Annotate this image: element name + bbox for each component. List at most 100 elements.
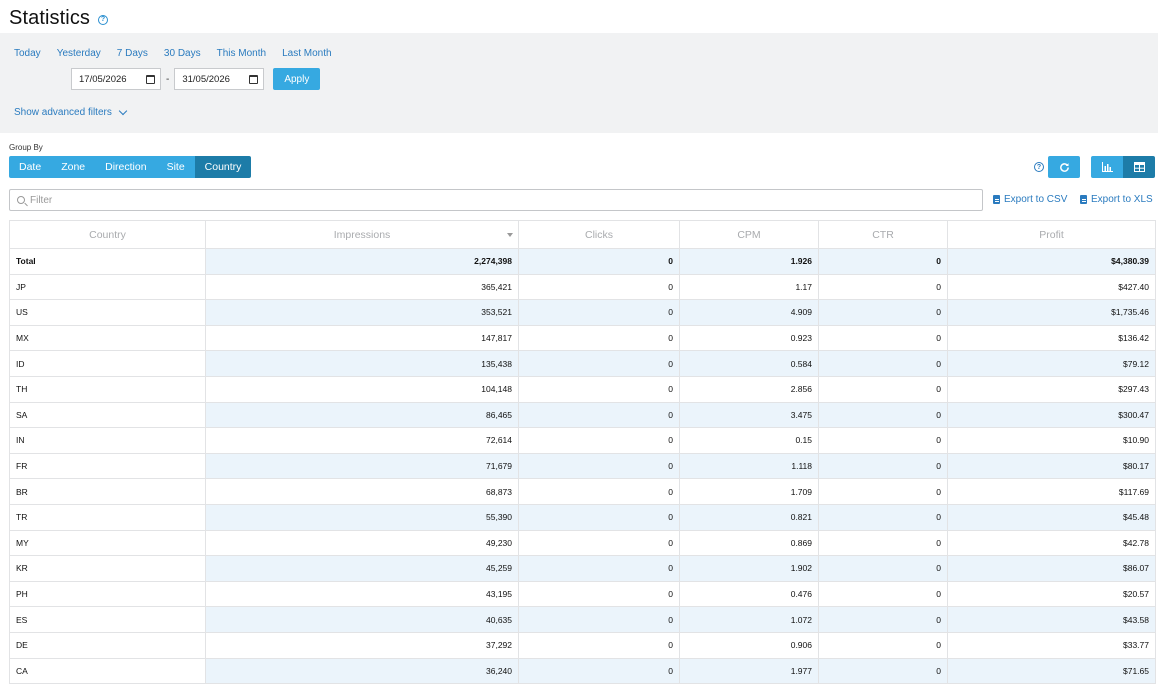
country-cell: CA (9, 657, 206, 684)
export-xls-link[interactable]: Export to XLS (1080, 194, 1153, 205)
file-icon (993, 195, 1000, 204)
chart-view-button[interactable] (1091, 156, 1123, 178)
tab-date[interactable]: Date (9, 156, 52, 178)
table-view-button[interactable] (1123, 156, 1155, 178)
table-tools: ? (1034, 156, 1155, 178)
range-yesterday-link[interactable]: Yesterday (56, 48, 101, 59)
quick-range-links: Today Yesterday 7 Days 30 Days This Mont… (14, 48, 348, 59)
clicks-cell: 0 (518, 503, 680, 531)
ctr-cell: 0 (818, 452, 948, 480)
question-circle-icon[interactable]: ? (98, 14, 109, 25)
cpm-cell: 0.923 (679, 324, 819, 352)
refresh-icon (1059, 162, 1069, 172)
tab-site[interactable]: Site (156, 156, 195, 178)
date-from-input[interactable]: 17/05/2026 (71, 68, 161, 90)
export-csv-link[interactable]: Export to CSV (993, 194, 1067, 205)
cpm-cell: 0.906 (679, 631, 819, 659)
clicks-cell: 0 (518, 401, 680, 429)
clicks-cell: 0 (518, 324, 680, 352)
column-header-ctr[interactable]: CTR (818, 220, 948, 249)
ctr-cell: 0 (818, 350, 948, 377)
column-header-profit[interactable]: Profit (947, 220, 1156, 249)
column-header-country[interactable]: Country (9, 220, 206, 249)
refresh-button[interactable] (1048, 156, 1080, 178)
column-header-impressions[interactable]: Impressions (205, 220, 519, 249)
ctr-cell: 0 (818, 478, 948, 505)
range-30-days-link[interactable]: 30 Days (163, 48, 201, 59)
ctr-cell: 0 (818, 324, 948, 352)
clicks-cell: 0 (518, 529, 680, 557)
clicks-cell: 0 (518, 478, 680, 505)
table-row: TH 104,148 0 2.856 0 $297.43 (9, 375, 1156, 403)
range-last-month-link[interactable]: Last Month (282, 48, 332, 59)
tab-country[interactable]: Country (194, 156, 252, 178)
calendar-icon[interactable] (146, 74, 155, 84)
table-row: TR 55,390 0 0.821 0 $45.48 (9, 503, 1156, 531)
profit-cell: $300.47 (947, 401, 1156, 429)
table-row: MY 49,230 0 0.869 0 $42.78 (9, 529, 1156, 557)
country-cell: Total (9, 248, 206, 275)
filter-box[interactable] (9, 189, 983, 211)
range-today-link[interactable]: Today (14, 48, 41, 59)
impressions-cell: 353,521 (205, 299, 519, 326)
table-row: IN 72,614 0 0.15 0 $10.90 (9, 427, 1156, 454)
column-header-impressions-label: Impressions (333, 228, 391, 241)
cpm-cell: 0.584 (679, 350, 819, 377)
ctr-cell: 0 (818, 273, 948, 301)
ctr-cell: 0 (818, 427, 948, 454)
clicks-cell: 0 (518, 248, 680, 275)
impressions-cell: 40,635 (205, 606, 519, 633)
profit-cell: $80.17 (947, 452, 1156, 480)
sort-desc-icon (507, 233, 513, 237)
range-this-month-link[interactable]: This Month (216, 48, 267, 59)
table-row: DE 37,292 0 0.906 0 $33.77 (9, 631, 1156, 659)
tab-zone[interactable]: Zone (51, 156, 96, 178)
table-body: Total 2,274,398 0 1.926 0 $4,380.39 JP 365,421 0… (9, 248, 1156, 684)
country-cell: MY (9, 529, 206, 557)
country-cell: BR (9, 478, 206, 505)
view-toggle (1091, 156, 1155, 178)
country-cell: KR (9, 555, 206, 582)
advanced-filters-toggle[interactable]: Show advanced filters (14, 106, 128, 118)
cpm-cell: 2.856 (679, 375, 819, 403)
question-circle-icon[interactable]: ? (1034, 162, 1044, 172)
profit-cell: $79.12 (947, 350, 1156, 377)
ctr-cell: 0 (818, 503, 948, 531)
impressions-cell: 86,465 (205, 401, 519, 429)
stats-table: Country Impressions Clicks CPM CTR Profi… (9, 220, 1156, 684)
clicks-cell: 0 (518, 657, 680, 684)
date-to-input[interactable]: 31/05/2026 (174, 68, 265, 90)
impressions-cell: 49,230 (205, 529, 519, 557)
ctr-cell: 0 (818, 657, 948, 684)
impressions-cell: 365,421 (205, 273, 519, 301)
table-row: JP 365,421 0 1.17 0 $427.40 (9, 273, 1156, 301)
impressions-cell: 68,873 (205, 478, 519, 505)
clicks-cell: 0 (518, 350, 680, 377)
country-cell: PH (9, 580, 206, 608)
column-header-clicks[interactable]: Clicks (518, 220, 680, 249)
profit-cell: $43.58 (947, 606, 1156, 633)
profit-cell: $297.43 (947, 375, 1156, 403)
filter-input[interactable] (30, 194, 930, 206)
date-from-value: 17/05/2026 (79, 73, 127, 85)
group-by-label: Group By (9, 143, 43, 152)
cpm-cell: 0.869 (679, 529, 819, 557)
clicks-cell: 0 (518, 555, 680, 582)
group-by-tabs: Date Zone Direction Site Country (9, 156, 252, 178)
apply-button[interactable]: Apply (273, 68, 321, 90)
tab-direction[interactable]: Direction (95, 156, 157, 178)
country-cell: TH (9, 375, 206, 403)
clicks-cell: 0 (518, 427, 680, 454)
file-icon (1080, 195, 1087, 204)
cpm-cell: 3.475 (679, 401, 819, 429)
cpm-cell: 1.072 (679, 606, 819, 633)
profit-cell: $45.48 (947, 503, 1156, 531)
ctr-cell: 0 (818, 299, 948, 326)
calendar-icon[interactable] (249, 74, 259, 84)
table-header-row: Country Impressions Clicks CPM CTR Profi… (9, 220, 1156, 249)
range-7-days-link[interactable]: 7 Days (116, 48, 148, 59)
column-header-cpm[interactable]: CPM (679, 220, 819, 249)
page-title: Statistics (9, 7, 91, 29)
cpm-cell: 1.118 (679, 452, 819, 480)
impressions-cell: 147,817 (205, 324, 519, 352)
